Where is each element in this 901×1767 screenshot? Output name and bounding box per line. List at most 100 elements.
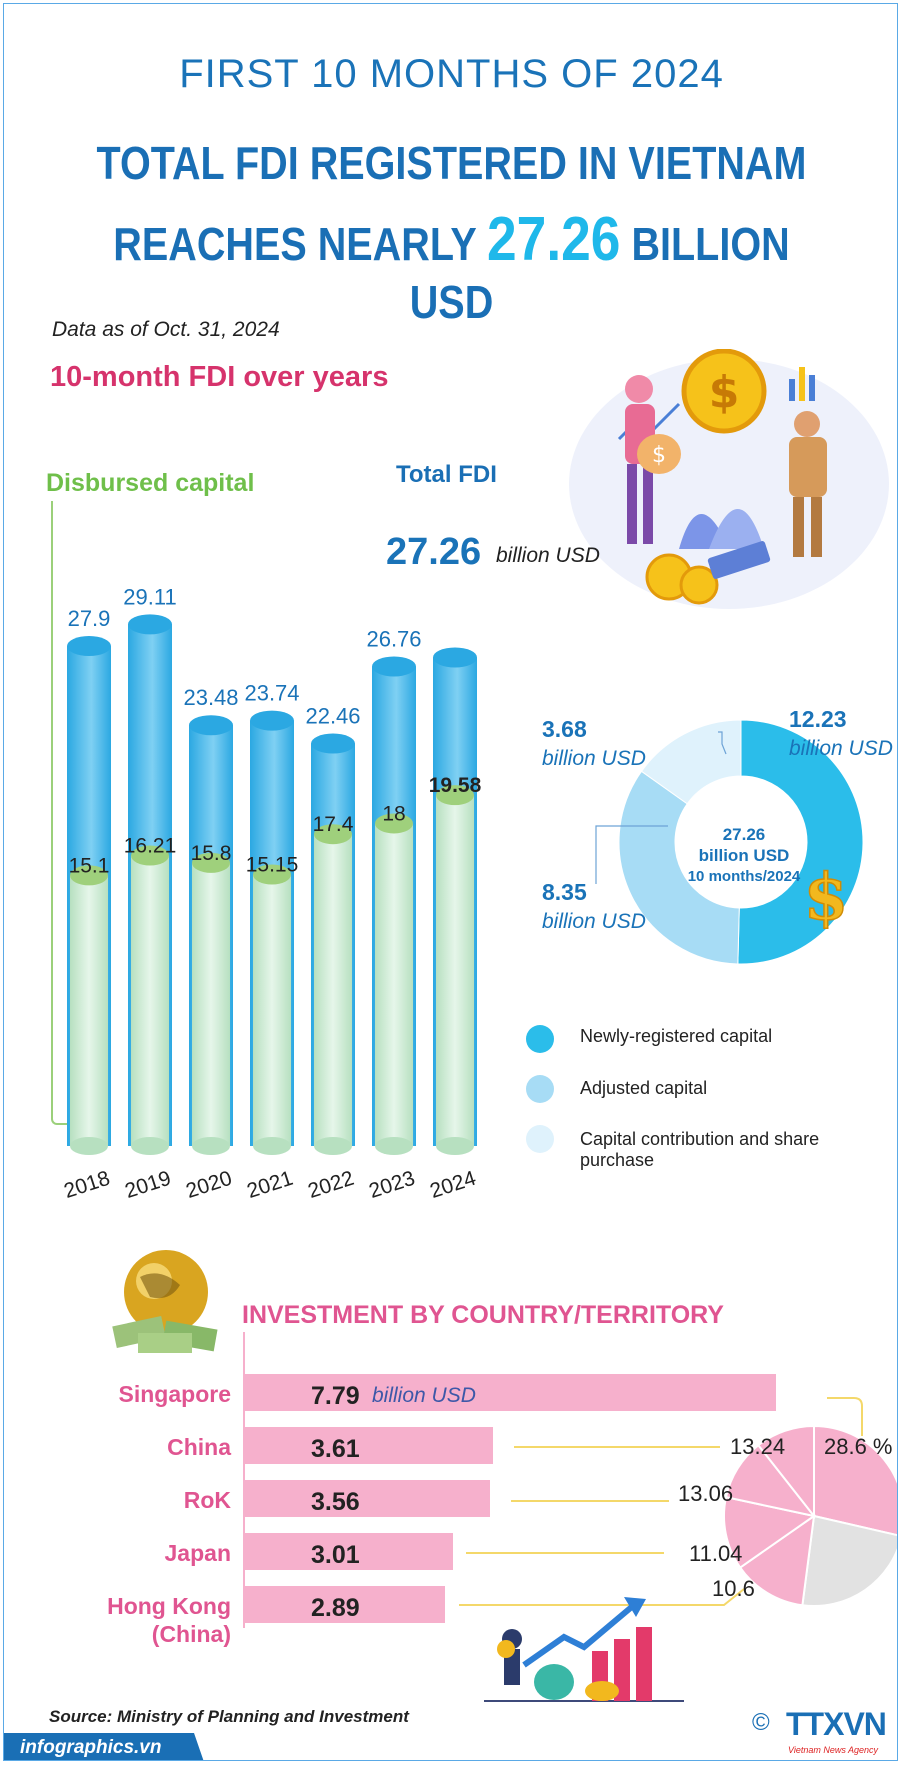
donut-center-value: 27.26 [722,825,766,844]
growth-illustration [484,1597,684,1702]
total-fdi-label-2018: 27.9 [68,606,111,631]
footer-band [4,1733,204,1760]
disbursed-bar-2021 [253,874,291,1146]
year-label-2022: 2022 [305,1167,357,1203]
country-value-singapore: 7.79 [311,1382,360,1410]
donut-slice-newly [737,719,864,965]
disbursed-bar-2024 [436,795,474,1146]
legend-contribution-label: Capital contribution and share purchase [580,1129,820,1170]
footer-site-link[interactable]: infographics.vn [20,1737,162,1758]
country-value-japan: 3.01 [311,1541,360,1569]
year-label-2018: 2018 [61,1167,113,1203]
year-label-2020: 2020 [183,1167,235,1203]
source-note: Source: Ministry of Planning and Investm… [49,1707,409,1726]
legend-adjusted-swatch [526,1075,554,1103]
country-bar-hong-kong-china- [243,1586,445,1623]
country-bar-japan [243,1533,453,1570]
country-bar-rok [243,1480,490,1517]
donut-center-period: 10 months/2024 [687,868,801,885]
donut-leader-lines [595,731,727,884]
donut-newly-unit: billion USD [789,737,893,760]
country-value-china: 3.61 [311,1435,360,1463]
country-name-hongkong: Hong Kong [107,1593,231,1619]
total-fdi-label-2020: 23.48 [183,685,238,710]
donut-slice-adjusted [640,719,742,805]
fdi-bar-chart: 27.915.1201829.1116.21201923.4815.820202… [61,584,482,1203]
total-fdi-bar-top-2018 [67,636,111,657]
fdi-donut-chart: $ [618,719,864,965]
disbursed-label-2022: 17.4 [313,813,354,836]
legend-adjusted-label: Adjusted capital [580,1078,708,1098]
share-label-singapore: 28.6 % [824,1434,893,1459]
disbursed-bar-top-2023 [375,813,413,834]
total-fdi-label-2019: 29.11 [123,584,176,609]
donut-center-label: 27.26 billion USD 10 months/2024 [664,824,824,887]
disbursed-bar-top-2018 [70,865,108,886]
total-fdi-2024-value: 27.26 [386,531,482,573]
country-share-pie [459,1397,897,1607]
disbursed-bar-2023 [375,823,413,1146]
country-value-unit: billion USD [372,1384,476,1407]
copyright-symbol: © [752,1709,770,1736]
disbursed-bar-base-2019 [131,1137,169,1155]
total-fdi-label-2021: 23.74 [244,681,299,706]
total-fdi-bar-top-2020 [189,715,233,736]
header-title-line2: REACHES NEARLY 27.26 BILLION USD [67,204,837,329]
country-name-hongkong-line2: (China) [151,1621,231,1647]
share-label-hongkong: 10.6 [712,1576,755,1601]
disbursed-bar-2022 [314,834,352,1146]
infographic: FIRST 10 MONTHS OF 2024 TOTAL FDI REGIST… [3,3,898,1761]
total-fdi-bar-top-2024 [433,647,477,668]
share-slice-others [801,1514,897,1607]
disbursed-bar-2019 [131,855,169,1146]
legend-contribution-swatch [526,1125,554,1153]
globe-money-icon [112,1250,218,1353]
disbursed-bar-2020 [192,862,230,1146]
disbursed-bar-base-2021 [253,1137,291,1155]
country-name-singapore: Singapore [118,1381,231,1407]
disbursed-label-2024: 19.58 [429,774,482,797]
country-value-hongkong: 2.89 [311,1594,360,1622]
donut-adjusted-unit: billion USD [542,747,646,770]
total-fdi-label: Total FDI [396,461,497,488]
share-slice-rok [723,1495,817,1569]
year-label-2019: 2019 [122,1167,174,1203]
agency-name: Vietnam News Agency [788,1745,879,1755]
country-bar-singapore [243,1374,776,1411]
share-label-rok: 13.06 [678,1481,734,1506]
donut-slice-contribution [618,770,740,965]
year-label-2023: 2023 [366,1167,418,1203]
donut-contribution-value: 8.35 [542,879,587,905]
disbursed-bar-base-2018 [70,1137,108,1155]
share-slice-hong-kong-china- [756,1424,815,1519]
svg-text:$: $ [652,443,666,468]
donut-newly-value: 12.23 [789,706,847,732]
total-fdi-bar-top-2019 [128,614,172,635]
header-title-prefix: REACHES NEARLY [113,218,477,270]
total-fdi-2024-unit: billion USD [496,544,600,567]
disbursed-label-2019: 16.21 [124,835,177,858]
share-slice-singapore [813,1424,897,1537]
legend-newly-label: Newly-registered capital [580,1026,773,1046]
total-fdi-bar-top-2023 [372,656,416,677]
country-name-rok: RoK [183,1487,231,1513]
disbursed-bar-top-2019 [131,845,169,866]
disbursed-bar-base-2024 [436,1137,474,1155]
data-note: Data as of Oct. 31, 2024 [52,318,280,341]
year-label-2021: 2021 [244,1167,296,1203]
country-bar-china [243,1427,493,1464]
share-label-china: 13.24 [730,1434,786,1459]
ttxvn-logo: TTXVN [786,1706,887,1742]
header-title-suffix: BILLION USD [409,218,790,328]
country-name-japan: Japan [164,1540,231,1566]
donut-center-unit: billion USD [698,846,790,865]
legend-newly-swatch [526,1025,554,1053]
header-title-line1: TOTAL FDI REGISTERED IN VIETNAM [96,137,807,189]
country-section-title: INVESTMENT BY COUNTRY/TERRITORY [242,1301,724,1329]
donut-adjusted-value: 3.68 [542,716,587,742]
investors-illustration: $ $ [569,349,889,609]
country-name-china: China [167,1434,231,1460]
disbursed-capital-label: Disbursed capital [46,469,255,497]
disbursed-bar-top-2024 [436,785,474,806]
total-fdi-bar-top-2021 [250,710,294,731]
